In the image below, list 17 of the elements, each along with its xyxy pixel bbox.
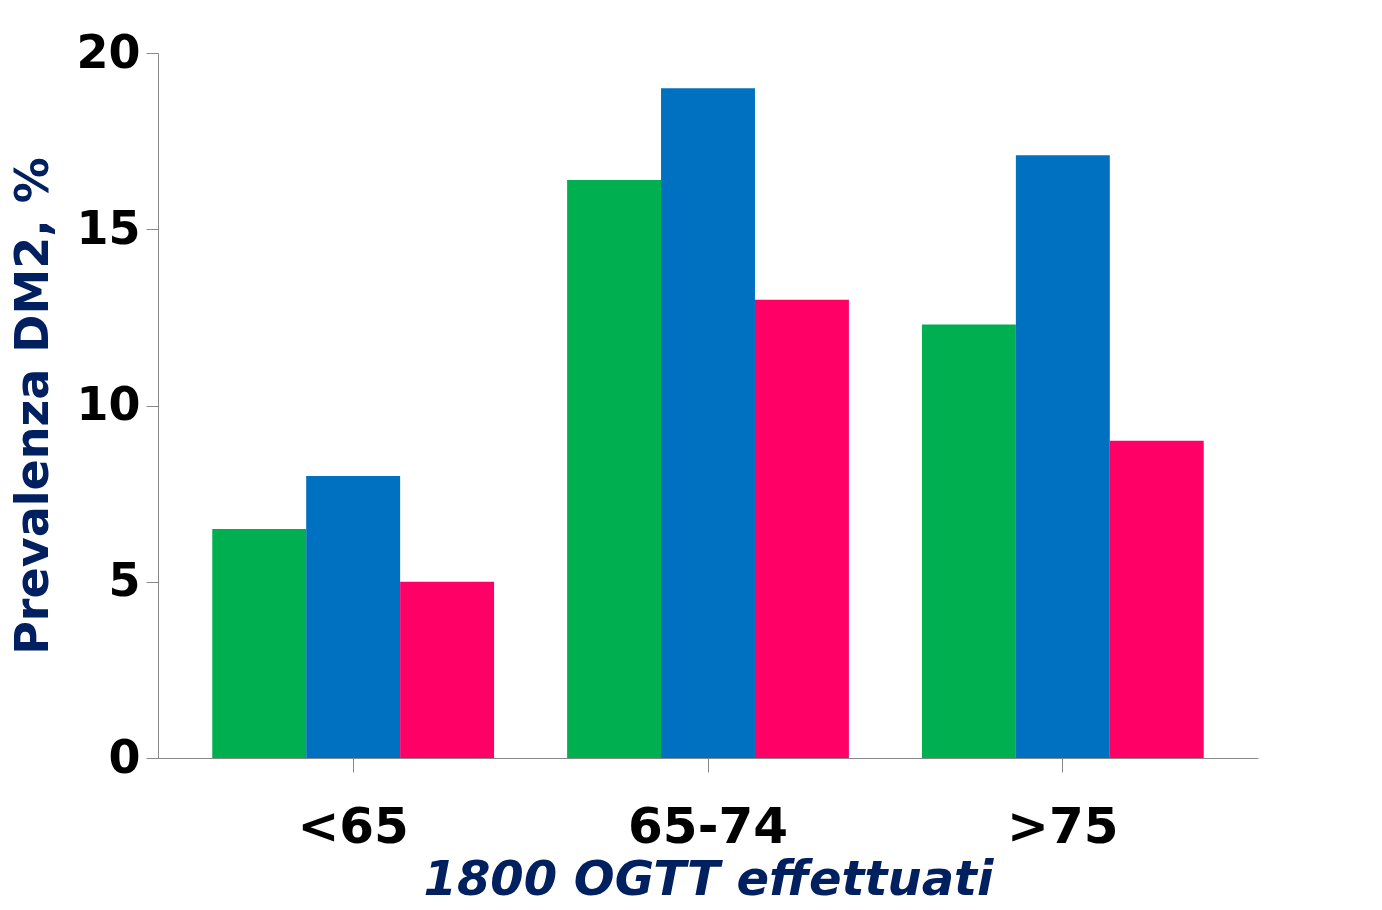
bar bbox=[306, 476, 401, 758]
y-axis-title: Prevalenza DM2, % bbox=[5, 157, 60, 655]
bar bbox=[1015, 155, 1110, 758]
bar bbox=[754, 299, 849, 758]
y-tick-label: 20 bbox=[76, 24, 141, 79]
y-tick-label: 10 bbox=[76, 377, 141, 431]
y-tick-label: 15 bbox=[76, 200, 141, 255]
bar bbox=[567, 179, 662, 758]
y-tick-label: 0 bbox=[108, 729, 141, 784]
x-tick-label: <65 bbox=[297, 796, 409, 855]
x-tick-label: >75 bbox=[1007, 796, 1119, 855]
bar bbox=[1109, 440, 1204, 758]
bar bbox=[212, 528, 307, 758]
bar bbox=[661, 88, 755, 758]
y-tick-label: 5 bbox=[108, 553, 141, 608]
bar bbox=[921, 324, 1016, 758]
bar bbox=[400, 581, 495, 758]
